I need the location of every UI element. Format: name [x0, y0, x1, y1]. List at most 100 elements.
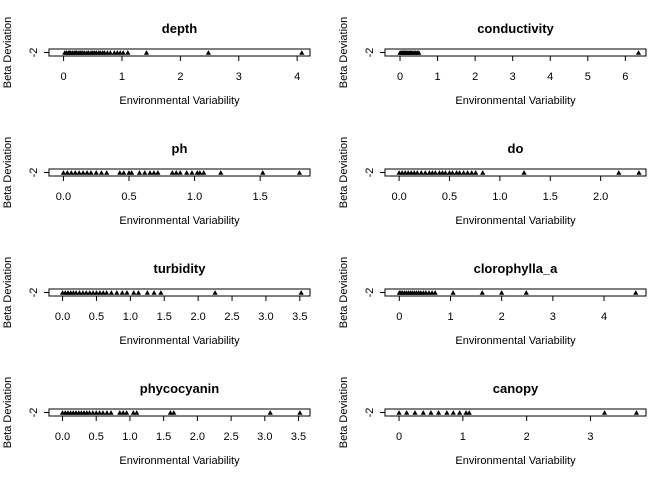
x-tick-label: 1: [447, 311, 453, 323]
y-tick-label: -2: [28, 168, 40, 178]
data-point: [412, 410, 418, 415]
x-axis-label: Environmental Variability: [119, 335, 240, 347]
data-point: [205, 50, 212, 55]
data-point: [633, 410, 640, 415]
data-point: [635, 50, 642, 55]
x-tick-label: 2: [499, 311, 505, 323]
data-point: [76, 290, 83, 295]
x-tick-label: 1.5: [253, 191, 268, 203]
x-tick-label: 1.5: [156, 431, 171, 443]
data-point: [418, 170, 424, 175]
x-axis-label: Environmental Variability: [455, 455, 576, 467]
panel-title: ph: [172, 141, 188, 156]
data-point: [151, 290, 157, 295]
x-tick-label: 1: [460, 431, 466, 443]
data-point: [90, 290, 96, 295]
x-axis-label: Environmental Variability: [455, 95, 576, 107]
y-tick-label: -2: [364, 288, 376, 298]
data-point: [521, 170, 527, 175]
x-tick-label: 4: [294, 71, 300, 83]
data-point: [108, 290, 114, 295]
y-tick-label: -2: [364, 48, 376, 58]
data-point: [108, 410, 114, 415]
data-point: [87, 290, 93, 295]
data-point: [130, 410, 136, 415]
y-tick-label: -2: [28, 288, 40, 298]
x-tick-label: 1.0: [492, 191, 507, 203]
data-point: [267, 410, 273, 415]
data-point: [123, 410, 130, 415]
data-point: [97, 290, 103, 295]
data-point: [64, 170, 70, 175]
data-point: [479, 290, 485, 295]
data-point: [184, 170, 190, 175]
data-point: [68, 170, 74, 175]
data-point: [167, 410, 173, 415]
x-tick-label: 3.5: [291, 431, 306, 443]
data-point: [124, 290, 130, 295]
data-point: [134, 410, 140, 415]
data-point: [169, 170, 175, 175]
x-tick-label: 0: [397, 71, 403, 83]
data-point: [125, 50, 131, 55]
x-tick-label: 0.0: [391, 191, 406, 203]
data-point: [456, 170, 463, 175]
data-point: [436, 410, 442, 415]
data-point: [218, 170, 224, 175]
data-point: [142, 170, 148, 175]
data-point: [173, 170, 179, 175]
data-point: [83, 290, 89, 295]
data-point: [72, 170, 78, 175]
y-axis-label: Beta Deviation: [338, 377, 350, 449]
data-point: [616, 170, 622, 175]
data-point: [442, 170, 449, 175]
data-point: [104, 290, 110, 295]
data-point: [171, 410, 177, 415]
data-point: [135, 290, 142, 295]
y-axis-label: Beta Deviation: [2, 137, 14, 209]
x-axis-label: Environmental Variability: [119, 215, 240, 227]
data-point: [136, 170, 143, 175]
data-point: [197, 170, 203, 175]
panel-conductivity: conductivity 0 1 2 3 4 5 6 -2 Environmental Varia…: [338, 17, 647, 107]
panel-depth: depth 0 1 2 3 4 -2 Environmental Variability Bet…: [2, 17, 311, 107]
data-point: [420, 410, 426, 415]
data-point: [100, 410, 106, 415]
data-point: [98, 170, 105, 175]
x-tick-label: 2: [177, 71, 183, 83]
x-tick-label: 0.0: [55, 431, 70, 443]
y-tick-label: -2: [364, 168, 376, 178]
x-tick-label: 6: [622, 71, 628, 83]
x-tick-label: 1.0: [122, 431, 137, 443]
data-point: [120, 50, 126, 55]
y-axis-label: Beta Deviation: [2, 257, 14, 329]
panel-canopy: canopy 0 1 2 3 -2 Environmental Variability Bet…: [338, 377, 647, 467]
data-point: [469, 170, 475, 175]
x-tick-label: 0: [61, 71, 67, 83]
data-point: [131, 290, 137, 295]
x-tick-label: 1.5: [157, 311, 172, 323]
data-point: [121, 170, 127, 175]
data-point: [117, 410, 123, 415]
x-tick-label: 2.0: [190, 311, 205, 323]
y-axis-label: Beta Deviation: [2, 377, 14, 449]
data-point: [299, 50, 305, 55]
y-tick-label: -2: [28, 408, 40, 418]
data-point: [100, 290, 106, 295]
x-tick-label: 3.0: [257, 431, 272, 443]
data-point: [432, 290, 438, 295]
data-point: [151, 170, 157, 175]
data-point: [633, 290, 639, 295]
data-point: [444, 410, 450, 415]
data-point: [86, 410, 93, 415]
data-point: [60, 170, 67, 175]
data-point: [422, 170, 428, 175]
x-tick-label: 2: [524, 431, 530, 443]
data-point: [499, 290, 505, 295]
panel-title: conductivity: [477, 21, 554, 36]
x-axis-label: Environmental Variability: [455, 215, 576, 227]
data-point: [90, 410, 96, 415]
data-point: [96, 410, 103, 415]
panel-title: phycocyanin: [140, 381, 220, 396]
data-point: [466, 410, 472, 415]
